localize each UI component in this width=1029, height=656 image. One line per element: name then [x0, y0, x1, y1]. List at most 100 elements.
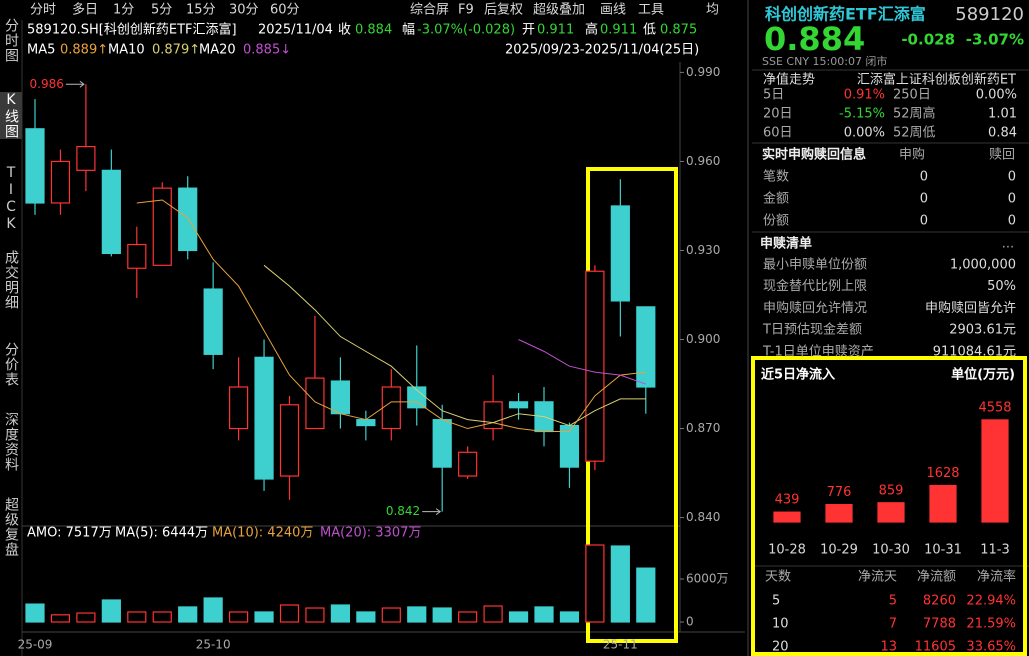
candle-body [585, 270, 605, 462]
label: 份额 [763, 214, 789, 229]
side-tab[interactable]: 深度资料 [3, 412, 19, 472]
label: 52周低 [893, 126, 936, 141]
y-tick-label: 6000万 [686, 571, 729, 585]
value-label: 776 [827, 485, 852, 500]
bar [25, 603, 45, 623]
label: 0.00% [844, 126, 885, 141]
annotation-arrow [435, 508, 442, 516]
tool-button[interactable]: 超级叠加 [533, 3, 585, 18]
value-label: 1628 [926, 466, 959, 481]
label: -0.028 [901, 31, 955, 49]
x-tick-label: 10-30 [872, 543, 910, 558]
label: 天数 [765, 570, 791, 585]
bar [825, 504, 853, 523]
period-tab[interactable]: 分时 [30, 3, 56, 18]
bar [508, 611, 529, 623]
period-tab[interactable]: 5分 [151, 3, 172, 18]
bar [610, 545, 630, 623]
label: MA20 [199, 43, 236, 58]
value-label: 439 [775, 493, 800, 508]
label: 2903.61元 [949, 323, 1016, 338]
y-tick-label: 0.840 [686, 510, 720, 524]
candle-body [508, 401, 529, 409]
side-tab[interactable]: 成交明细 [3, 250, 19, 310]
label: 净流额 [917, 570, 956, 585]
label: ... [1002, 237, 1014, 252]
candle-body [127, 243, 147, 269]
bar [101, 599, 121, 623]
candle-body [229, 386, 249, 430]
bar [178, 606, 198, 623]
label: 0 [920, 214, 928, 229]
label: 1.01 [988, 107, 1017, 122]
bar [305, 607, 325, 623]
label: 现金替代比例上限 [763, 278, 867, 294]
label: 0.911 [537, 23, 574, 38]
label: 0.879↑ [152, 43, 200, 58]
side-tab[interactable]: 分价表 [3, 342, 19, 387]
side-tab[interactable]: 超级复盘 [3, 497, 19, 557]
tool-button[interactable]: F9 [458, 3, 474, 18]
bar [929, 484, 957, 523]
label: 申购 [899, 147, 925, 163]
y-tick-label: 0.870 [686, 421, 720, 435]
label: 11605 [915, 640, 956, 655]
value-label: 859 [879, 483, 904, 498]
bar [279, 604, 300, 623]
tool-button[interactable]: 综合屏 [410, 3, 449, 18]
label: SSE CNY 15:00:07 闭市 [762, 54, 887, 68]
x-tick-label: 25-10 [196, 638, 231, 652]
label: 金额 [763, 191, 789, 207]
period-tab[interactable]: 30分 [229, 3, 259, 18]
bar [381, 607, 401, 623]
period-tab[interactable]: 1分 [113, 3, 134, 18]
label: 0.885↓ [243, 43, 291, 58]
period-tab[interactable]: 多日 [72, 2, 98, 18]
bar [356, 611, 376, 623]
bar [203, 597, 223, 623]
period-tab[interactable]: 15分 [186, 3, 216, 18]
label: 0.91% [844, 88, 885, 103]
label: 笔数 [763, 169, 789, 185]
label: 1,000,000 [950, 258, 1016, 273]
label: 0.884 [764, 20, 865, 58]
label: 申购赎回皆允许 [925, 300, 1016, 316]
label: 589120.SH[科创创新药ETF汇添富] [27, 22, 237, 38]
label: 0.84 [988, 126, 1017, 141]
tool-button[interactable]: 后复权 [484, 2, 523, 18]
label: 0 [1008, 214, 1016, 229]
label: 0.875 [660, 23, 697, 38]
side-tab[interactable]: TICK [3, 165, 19, 233]
label: -5.15% [839, 107, 885, 122]
bar [483, 605, 503, 623]
value-label: 4558 [978, 400, 1011, 415]
tool-button[interactable]: 工具 [638, 3, 664, 18]
period-tab[interactable]: 60分 [270, 3, 300, 18]
candle-body [458, 451, 478, 477]
avg-button[interactable]: 均 [706, 3, 719, 18]
bar [877, 502, 905, 523]
label: 2025/11/04 [258, 23, 333, 38]
tool-button[interactable]: 画线 [600, 3, 626, 18]
label: 0 [920, 192, 928, 207]
bar [152, 611, 172, 623]
bar [76, 612, 96, 623]
label: 60日 [763, 126, 793, 141]
side-tab[interactable]: K线图 [0, 92, 22, 139]
bar [254, 611, 274, 623]
label: 7788 [923, 617, 956, 632]
candle-body [178, 187, 198, 252]
y-tick-label: 0.900 [686, 332, 720, 346]
y-tick-label: 0.960 [686, 154, 720, 168]
label: 13 [880, 640, 897, 655]
bar [127, 611, 147, 623]
label: 7 [889, 617, 897, 632]
label: 高 [585, 22, 598, 38]
candle-body [279, 404, 300, 477]
bar [50, 614, 71, 623]
label: 申购赎回允许情况 [763, 300, 867, 316]
x-tick-label: 10-31 [924, 543, 962, 558]
label: 收 [338, 23, 351, 38]
bar [585, 544, 605, 623]
side-tab[interactable]: 分时图 [3, 18, 19, 63]
